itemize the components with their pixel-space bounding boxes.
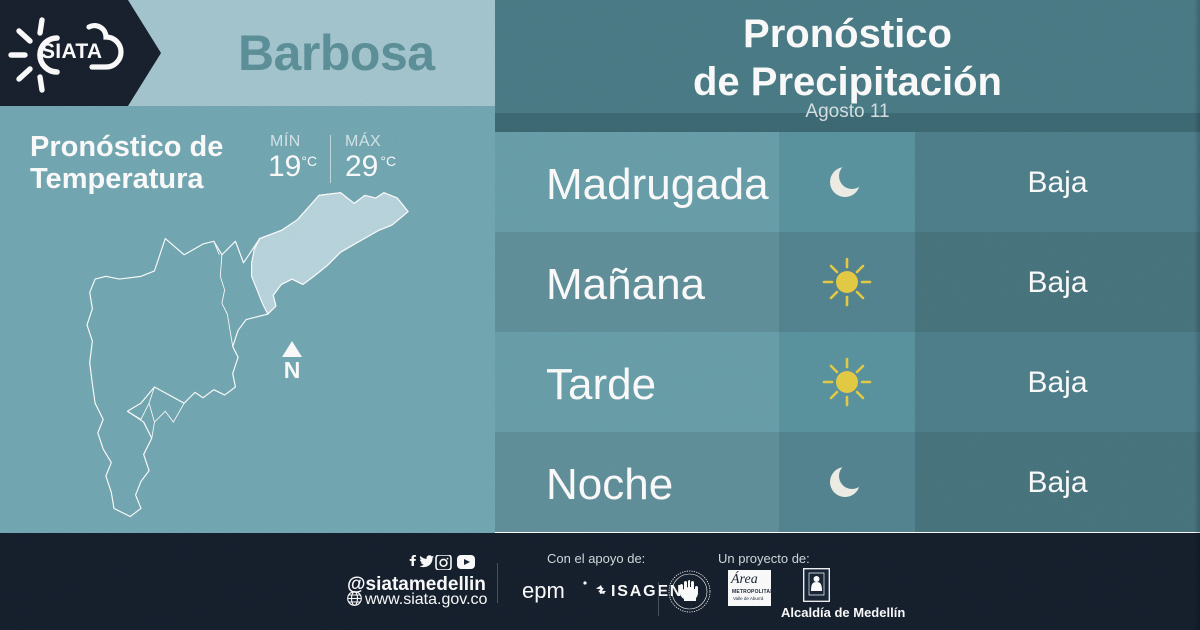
svg-text:epm: epm (522, 579, 565, 603)
svg-text:N: N (284, 357, 301, 380)
